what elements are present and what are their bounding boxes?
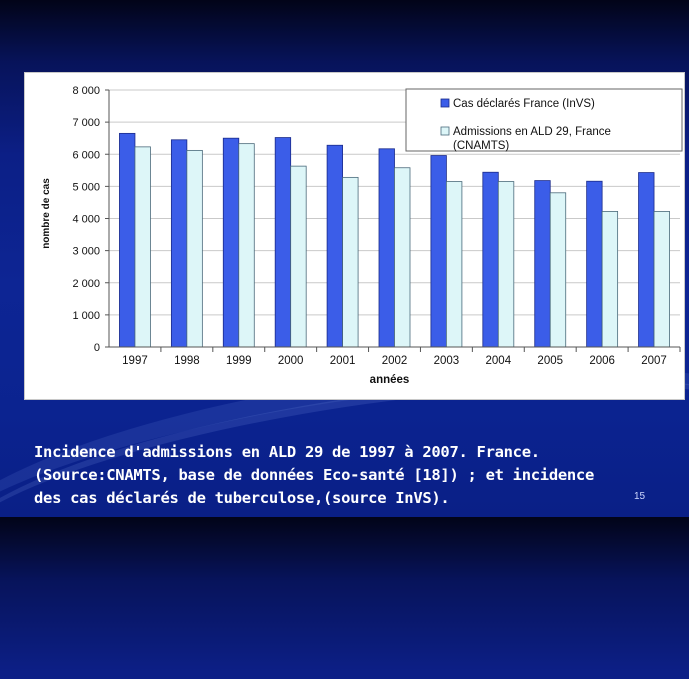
y-tick-label: 8 000 [72,85,100,97]
legend-box [405,88,683,152]
bar-admissions-ald29 [186,149,203,348]
chart-panel: 0 1 000 2 000 3 000 4 000 5 000 6 000 7 000 8 00… [24,72,685,400]
caption-line-3: des cas déclarés de tuberculose,(source … [34,489,450,507]
bar-admissions-ald29 [601,211,619,348]
slide-caption: Incidence d'admissions en ALD 29 de 1997… [34,441,674,510]
bar-admissions-ald29 [549,192,567,348]
legend-label: (CNAMTS) [453,140,509,152]
bar-admissions-ald29 [290,165,307,348]
caption-line-2: (Source:CNAMTS, base de données Eco-sant… [34,466,594,484]
bar-chart: 0 1 000 2 000 3 000 4 000 5 000 6 000 7 000 8 00… [41,85,683,386]
x-tick-label: 1999 [226,355,252,367]
y-tick-label: 7 000 [72,117,100,129]
y-tick-label: 2 000 [72,278,100,290]
legend-swatch [440,126,450,136]
x-tick-label: 2006 [589,355,615,367]
bar-admissions-ald29 [497,181,515,348]
x-axis-title: années [370,374,410,386]
x-tick-label: 1998 [174,355,200,367]
y-tick-label: 3 000 [72,246,100,258]
bar-cas-declares [222,137,240,348]
bar-admissions-ald29 [342,176,359,348]
y-tick-label: 6 000 [72,149,100,161]
y-tick-label: 1 000 [72,310,100,322]
legend-label: Admissions en ALD 29, France [453,126,611,138]
x-tick-label: 2005 [537,355,563,367]
y-tick-label: 5 000 [72,181,100,193]
legend-label: Cas déclarés France (InVS) [453,98,595,110]
bar-cas-declares [274,137,292,348]
slide-number: 15 [634,491,646,502]
bar-admissions-ald29 [238,143,255,348]
bar-cas-declares [119,132,136,348]
x-tick-label: 1997 [122,355,148,367]
bar-admissions-ald29 [394,167,411,348]
caption-line-1: Incidence d'admissions en ALD 29 de 1997… [34,443,540,461]
x-tick-label: 2001 [330,355,356,367]
x-tick-label: 2000 [278,355,304,367]
bar-cas-declares [430,155,447,348]
x-tick-label: 2007 [641,355,667,367]
bar-admissions-ald29 [653,211,670,348]
x-tick-label: 2002 [382,355,408,367]
x-tick-label: 2003 [434,355,460,367]
bar-cas-declares [534,180,551,348]
bar-cas-declares [482,171,499,348]
bar-cas-declares [586,180,603,348]
bar-cas-declares [170,139,188,348]
y-tick-label: 0 [94,342,100,354]
bar-cas-declares [378,148,395,348]
legend-swatch [440,98,450,108]
bar-admissions-ald29 [446,181,463,348]
bar-cas-declares [638,172,655,348]
bar-cas-declares [326,144,343,348]
bar-admissions-ald29 [134,146,151,348]
y-axis-title: nombre de cas [41,178,52,249]
y-tick-label: 4 000 [72,214,100,226]
x-tick-label: 2004 [486,355,512,367]
